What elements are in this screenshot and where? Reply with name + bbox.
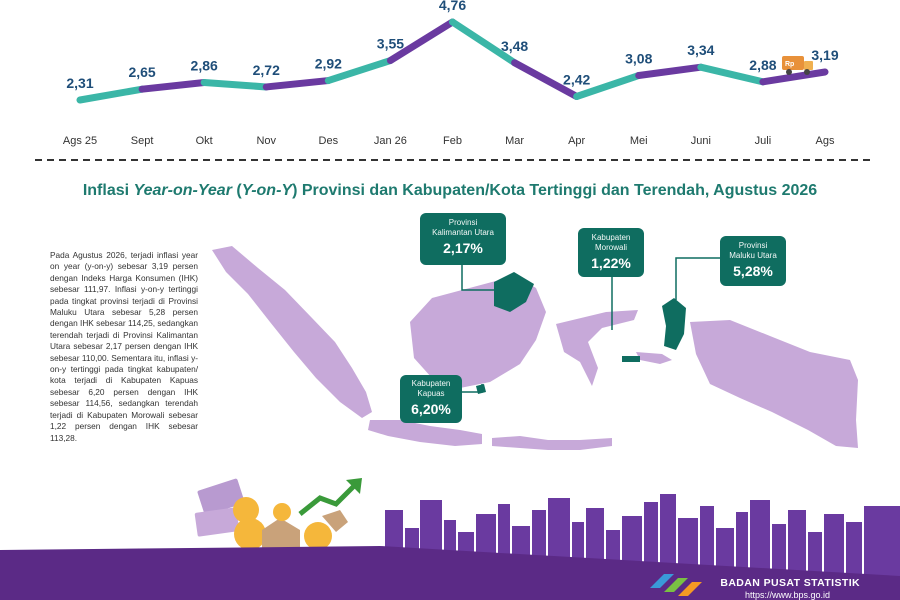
line-segment <box>324 57 394 85</box>
x-tick-label: Mar <box>505 135 524 147</box>
line-segment <box>386 18 456 65</box>
bps-logo <box>650 574 702 596</box>
callout-kapuas: Kabupaten Kapuas 6,20% <box>400 375 462 423</box>
value-label: 3,48 <box>501 38 528 54</box>
map-maluku-selatan <box>636 352 672 364</box>
x-tick-label: Jan 26 <box>374 135 407 147</box>
callout-maluku-utara: Provinsi Maluku Utara 5,28% <box>720 236 786 286</box>
line-segment <box>76 85 146 104</box>
callout-morowali: Kabupaten Morowali 1,22% <box>578 228 644 277</box>
line-segment <box>635 63 705 79</box>
x-tick-label: Des <box>319 135 339 147</box>
delivery-truck-icon: Rp <box>782 56 813 75</box>
x-tick-label: Sept <box>131 135 154 147</box>
description-paragraph: Pada Agustus 2026, terjadi inflasi year … <box>50 250 198 443</box>
section-title: Inflasi Year-on-Year (Y-on-Y) Provinsi d… <box>82 182 818 199</box>
line-segment <box>262 77 332 91</box>
callout-kalimantan-utara: Provinsi Kalimantan Utara 2,17% <box>420 213 506 265</box>
kapuas-leader <box>462 384 483 393</box>
footer-decoration <box>0 478 900 600</box>
x-tick-label: Juli <box>755 135 772 147</box>
truck-label: Rp <box>785 61 794 68</box>
map-morowali-highlight <box>622 356 640 362</box>
line-segment <box>200 78 270 91</box>
value-label: 3,34 <box>687 42 714 58</box>
line-segment <box>511 59 581 100</box>
line-segment <box>759 68 829 86</box>
line-segment <box>573 71 643 100</box>
kaltara-leader <box>461 262 494 291</box>
value-label: 2,72 <box>253 62 280 78</box>
x-tick-label: Juni <box>691 135 711 147</box>
x-tick-label: Apr <box>568 135 585 147</box>
map-nusa-tenggara <box>492 436 612 450</box>
value-label: 3,08 <box>625 50 652 66</box>
map-java <box>368 420 482 446</box>
value-label: 2,86 <box>191 57 218 73</box>
line-segment <box>697 63 767 86</box>
x-tick-label: Okt <box>196 135 213 147</box>
line-segment <box>449 18 519 67</box>
chart-series-line <box>76 18 829 104</box>
money-decoration-icon <box>194 478 362 552</box>
inflation-line-chart: 2,31 2,65 2,86 2,72 2,92 3,55 4,76 3,48 2,42 3,08… <box>63 0 839 147</box>
x-tick-label: Ags <box>816 135 835 147</box>
malut-leader <box>675 257 720 300</box>
x-tick-label: Ags 25 <box>63 135 97 147</box>
value-label: 2,92 <box>315 56 342 72</box>
value-label: 2,42 <box>563 71 590 87</box>
value-label: 2,65 <box>128 64 155 80</box>
x-tick-label: Mei <box>630 135 648 147</box>
map-kalimantan-utara-highlight <box>494 272 534 312</box>
line-segment <box>138 78 208 93</box>
map-sumatra <box>212 246 372 418</box>
x-tick-label: Feb <box>443 135 462 147</box>
value-label: 4,76 <box>439 0 466 13</box>
x-tick-label: Nov <box>256 135 276 147</box>
value-label: 2,31 <box>66 75 93 91</box>
value-label: 3,55 <box>377 36 404 52</box>
map-sulawesi <box>556 310 638 386</box>
map-maluku-utara-highlight <box>662 298 686 350</box>
value-label: 3,19 <box>811 47 838 63</box>
value-label: 2,88 <box>749 57 776 73</box>
map-papua <box>690 320 858 448</box>
bps-url: https://www.bps.go.id <box>744 590 830 600</box>
bps-org-name: BADAN PUSAT STATISTIK <box>720 577 860 589</box>
